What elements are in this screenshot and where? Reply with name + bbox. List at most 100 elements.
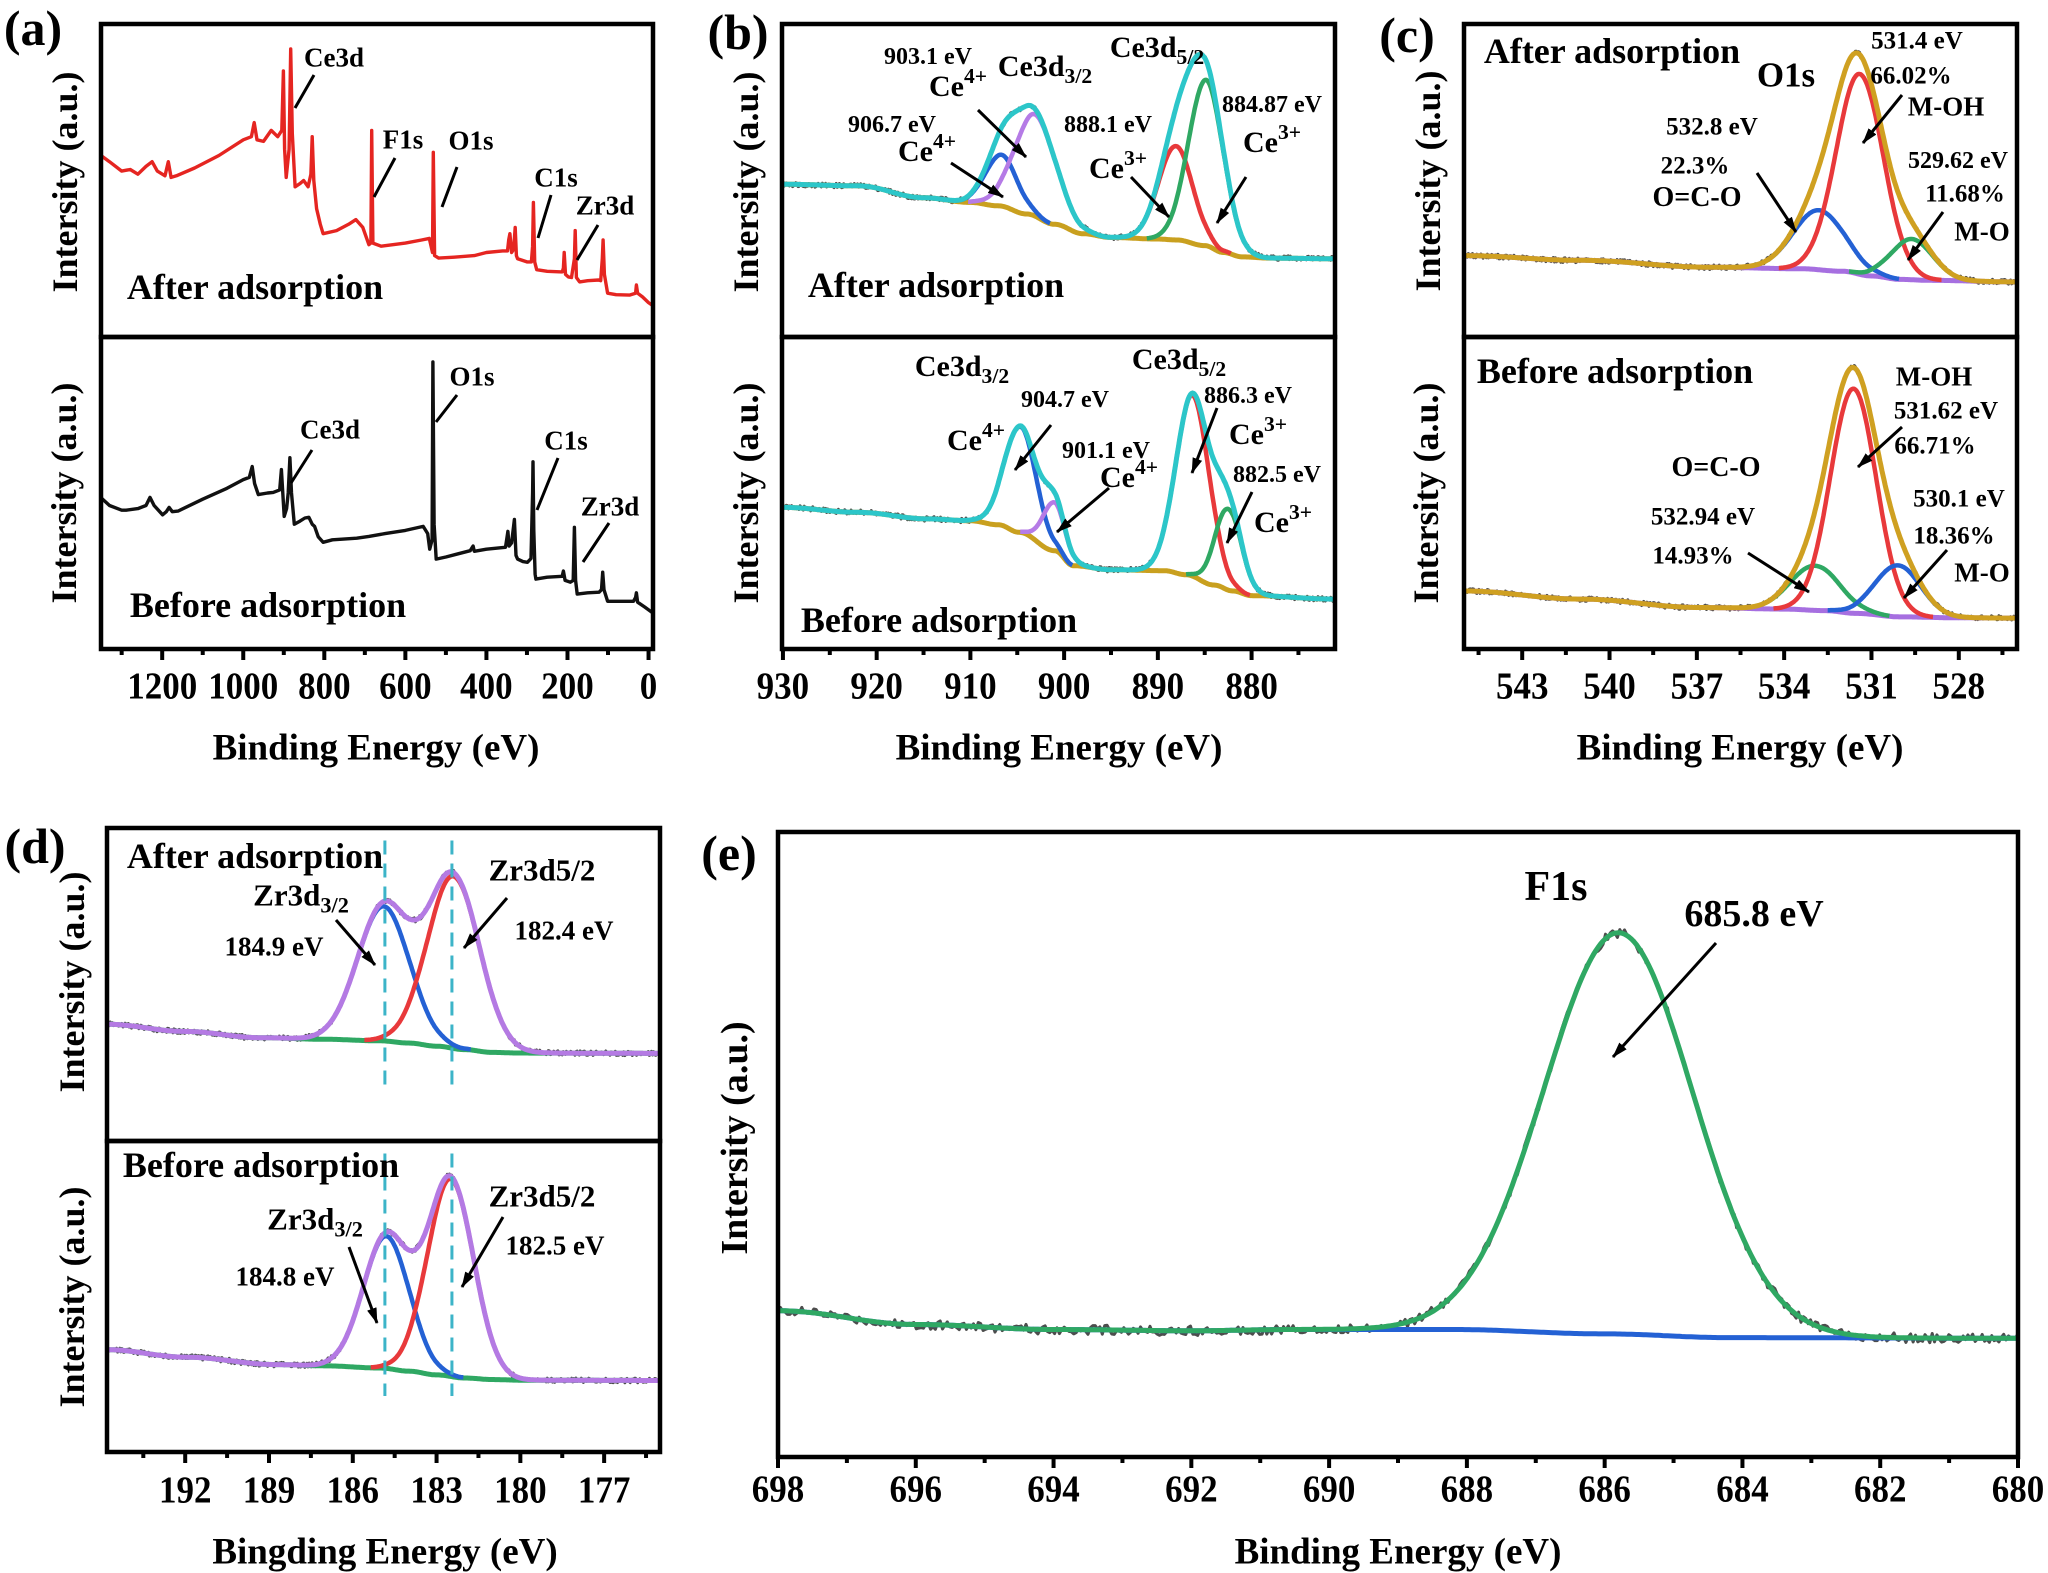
orbital-label-ce3d32: Ce3d3/2 — [998, 52, 1092, 87]
annotation-arrow — [1129, 175, 1171, 219]
x-axis-title: Binding Energy (eV) — [1576, 727, 1904, 769]
peak-energy-label: 882.5 eV — [1233, 462, 1321, 488]
x-tick-label: 880 — [1225, 664, 1278, 708]
leader-line — [440, 166, 459, 208]
spectrum-title-o1s: O1s — [1756, 55, 1816, 95]
peak-energy-label: 888.1 eV — [1064, 112, 1152, 138]
subplot-label-after: After adsorption — [1483, 31, 1741, 71]
peak-energy-label: 903.1 eV — [884, 44, 972, 70]
x-tick-label: 543 — [1495, 664, 1549, 708]
oxidation-state-label: Ce4+ — [947, 419, 1005, 456]
species-label-o-c-o: O=C-O — [1652, 182, 1742, 213]
peak-energy-label: 531.62 eV — [1893, 397, 1999, 425]
panel-label-a: (a) — [3, 0, 63, 56]
peak-energy-label: 532.94 eV — [1650, 503, 1756, 531]
x-tick-label: 200 — [541, 664, 594, 708]
peak-energy-label: 529.62 eV — [1908, 148, 2008, 174]
x-tick-label: 698 — [751, 1467, 805, 1511]
x-tick-label: 189 — [242, 1468, 296, 1512]
annotation-arrow — [460, 1216, 505, 1288]
leader-line — [536, 194, 553, 239]
peak-energy-label: 884.87 eV — [1222, 92, 1322, 118]
x-tick-label: 540 — [1583, 664, 1636, 708]
peak-energy-label: 886.3 eV — [1204, 383, 1292, 409]
element-symbol: Ce — [1088, 152, 1124, 185]
peak-component-line — [1772, 386, 1935, 620]
y-axis-label: Intersity (a.u.) — [714, 1021, 756, 1255]
x-tick-label: 192 — [158, 1468, 212, 1512]
x-tick-label: 531 — [1845, 664, 1898, 708]
x-tick-label: 600 — [379, 664, 432, 708]
peak-label-zr3d: Zr3d — [580, 491, 640, 522]
element-symbol: Ce — [1228, 418, 1264, 451]
subplot-d-0 — [107, 840, 660, 1085]
x-tick-label: 534 — [1757, 664, 1811, 708]
peak-label-f1s: F1s — [382, 124, 424, 155]
peak-label-o1s: O1s — [449, 361, 495, 392]
leader-line — [434, 394, 459, 423]
orbital-base: Ce3d — [914, 350, 982, 383]
x-tick-label: 690 — [1302, 1467, 1356, 1511]
orbital-label-ce3d52: Ce3d5/2 — [1110, 33, 1204, 68]
orbital-label-zr3d52: Zr3d5/2 — [488, 1178, 596, 1214]
annotation-arrow — [1215, 176, 1248, 224]
annotation-arrow — [1013, 424, 1053, 471]
annotation-arrow — [976, 108, 1028, 159]
y-axis-label: Intersity (a.u.) — [44, 382, 84, 604]
x-tick-label: 0 — [639, 664, 658, 708]
orbital-subscript: 3/2 — [981, 363, 1010, 388]
charge-superscript: 3+ — [1263, 411, 1288, 436]
subplot-label-after: After adsorption — [126, 836, 384, 876]
subplot-b-1 — [782, 390, 1335, 603]
charge-superscript: 3+ — [1123, 145, 1148, 170]
x-tick-label: 682 — [1853, 1467, 1907, 1511]
y-axis-label: Intersity (a.u.) — [45, 71, 85, 293]
survey-spectrum-line — [101, 360, 653, 615]
x-axis-title: Binding Energy (eV) — [895, 727, 1223, 769]
envelope-line — [1464, 364, 2017, 621]
charge-superscript: 3+ — [1277, 119, 1302, 144]
survey-spectrum-line — [101, 47, 653, 308]
annotation-arrow — [462, 897, 509, 949]
orbital-subscript: 5/2 — [1176, 44, 1205, 69]
annotation-arrow — [1747, 551, 1810, 594]
orbital-subscript: 5/2 — [1198, 356, 1227, 381]
oxidation-state-label: Ce3+ — [1243, 121, 1301, 158]
orbital-base: Zr3d — [267, 1201, 335, 1237]
envelope-line — [782, 390, 1335, 602]
spectrum-title-f1s: F1s — [1524, 864, 1588, 910]
species-label-o-c-o: O=C-O — [1671, 452, 1761, 483]
panel-label-b: (b) — [707, 4, 769, 60]
plot-frame — [98, 334, 656, 652]
orbital-base: Ce3d — [1131, 343, 1199, 376]
peak-energy-label: 532.8 eV — [1666, 113, 1758, 141]
annotation-arrow — [1902, 548, 1949, 600]
oxidation-state-label: Ce4+ — [929, 65, 987, 102]
plot-layer — [98, 21, 2021, 1468]
oxidation-state-label: Ce4+ — [1100, 456, 1158, 493]
peak-energy-label: 530.1 eV — [1913, 485, 2005, 513]
peak-energy-label: 184.8 eV — [235, 1261, 335, 1292]
peak-component-line — [1777, 71, 1943, 283]
charge-superscript: 4+ — [932, 128, 957, 153]
peak-area-label: 22.3% — [1660, 152, 1730, 180]
subplot-c-0 — [1464, 49, 2017, 286]
subplot-label-after: After adsorption — [126, 267, 384, 307]
subplot-c-1 — [1464, 364, 2017, 622]
x-tick-label: 890 — [1131, 664, 1185, 708]
panel-label-d: (d) — [4, 818, 66, 874]
subplot-d-1 — [107, 1153, 660, 1397]
y-axis-label: Intersity (a.u.) — [726, 71, 766, 293]
x-tick-label: 686 — [1578, 1467, 1631, 1511]
annotation-arrows — [289, 74, 1949, 1324]
annotation-arrow — [347, 1246, 379, 1324]
orbital-subscript: 3/2 — [320, 892, 349, 918]
subplot-label-before: Before adsorption — [800, 600, 1078, 640]
panel-label-c: (c) — [1379, 7, 1435, 63]
x-axis-title: Binding Energy (eV) — [212, 727, 540, 769]
peak-area-label: 66.02% — [1870, 62, 1952, 90]
annotation-arrow — [1611, 941, 1718, 1059]
y-axis-label: Intersity (a.u.) — [1408, 70, 1448, 292]
x-tick-label: 186 — [326, 1468, 380, 1512]
peak-energy-label: 182.4 eV — [514, 915, 614, 946]
